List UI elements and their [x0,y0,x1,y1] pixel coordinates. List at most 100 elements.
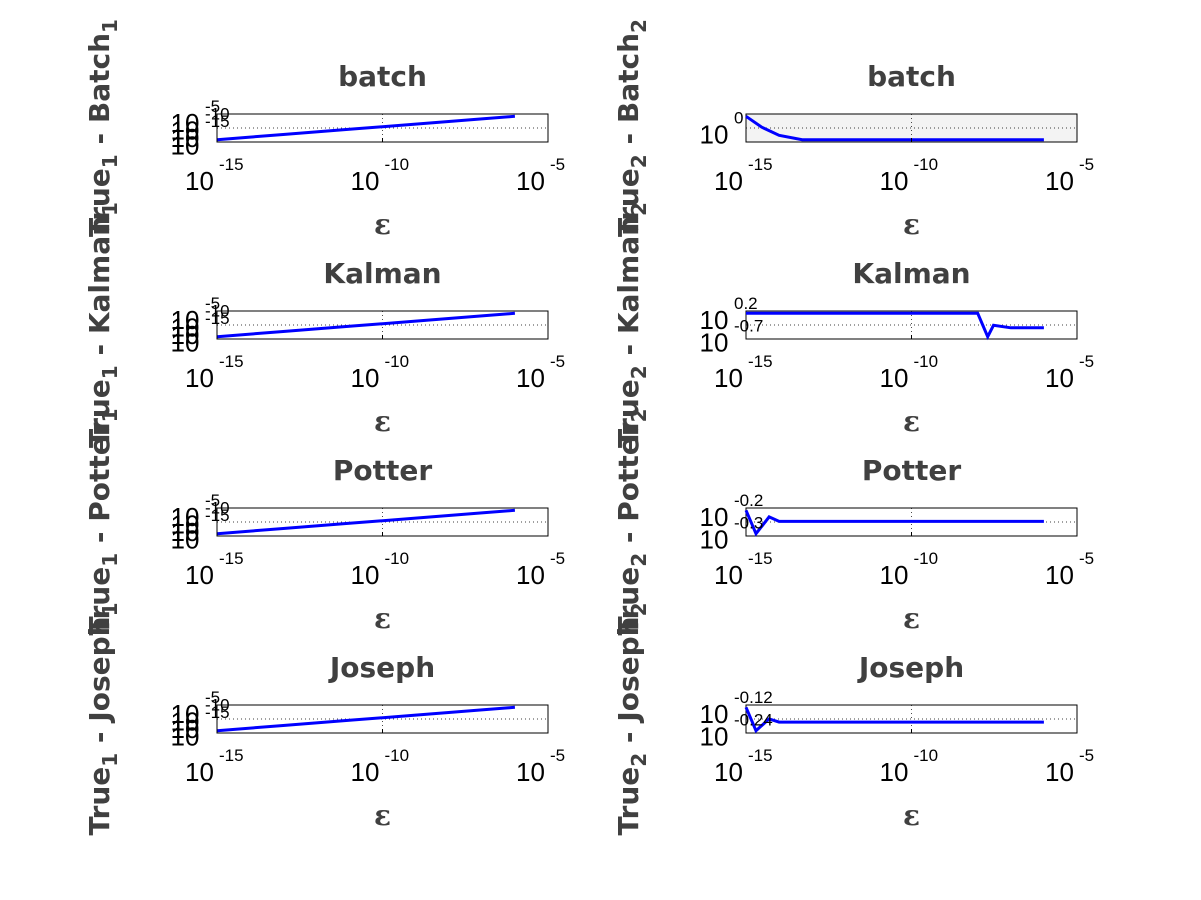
series-line [216,508,516,536]
x-tick-label: 10 [516,166,545,196]
y-axis-label: True2 - Potter2 [612,408,651,635]
subplot-7: 10 -15 10 -10 10 -5 10 -5 10 -10 10 -15 10 Joseph ε Tru… [83,602,565,835]
x-tick-exponent: -15 [748,352,773,371]
x-axis-label: ε [903,208,920,241]
x-tick-exponent: -5 [550,746,565,765]
x-tick-exponent: -15 [219,549,244,568]
x-axis-label: ε [374,405,391,438]
x-tick-exponent: -15 [219,352,244,371]
x-tick-label: 10 [880,363,909,393]
x-tick-exponent: -5 [550,352,565,371]
x-tick-label: 10 [185,166,214,196]
y-axis-label: True1 - Joseph1 [83,602,122,835]
x-tick-label: 10 [880,560,909,590]
x-tick-label: 10 [516,757,545,787]
subplot-3: 10 -15 10 -10 10 -5 10 -5 10 -10 10 -15 10 Kalman ε Tru… [83,202,565,448]
x-tick-label: 10 [351,363,380,393]
y-tick-exponent: 0.2 [734,294,758,313]
y-tick-label: 10 [171,313,200,343]
x-tick-label: 10 [185,363,214,393]
y-tick-label: 10 [171,722,200,752]
y-tick-label: 10 [171,305,200,335]
y-tick-label: 10 [171,123,200,153]
y-tick-label: 10 [171,108,200,138]
x-tick-exponent: -10 [914,746,939,765]
y-axis-label: True1 - Potter1 [83,408,122,635]
subplot-title: Potter [333,454,433,487]
x-tick-label: 10 [185,560,214,590]
x-tick-exponent: -15 [219,155,244,174]
y-tick-exponent: -15 [205,112,230,131]
y-tick-exponent: 0 [734,108,743,127]
x-axis-label: ε [903,799,920,832]
y-tick-exponent: -5 [205,294,220,313]
y-tick-label: 10 [171,517,200,547]
x-tick-label: 10 [714,363,743,393]
series-line [744,706,1044,734]
subplot-title: batch [338,60,427,93]
x-tick-exponent: -10 [914,352,939,371]
y-tick-label: 10 [171,707,200,737]
y-tick-exponent: -15 [205,309,230,328]
y-tick-label: 10 [171,116,200,146]
y-tick-exponent: -10 [205,105,230,124]
x-tick-label: 10 [714,166,743,196]
x-tick-exponent: -10 [385,352,410,371]
y-tick-label: 10 [700,722,729,752]
x-tick-exponent: -5 [1079,352,1094,371]
x-tick-exponent: -15 [748,155,773,174]
subplot-8: 10 -15 10 -10 10 -5 10 -0.12 10 -0.24 Joseph ε True2… [612,602,1094,835]
x-tick-label: 10 [1045,560,1074,590]
x-tick-label: 10 [880,757,909,787]
y-tick-exponent: -0.12 [734,688,773,707]
y-tick-label: 10 [171,320,200,350]
y-axis-label: True1 - Batch1 [83,19,122,237]
y-axis-label: True2 - Batch2 [612,19,651,237]
x-tick-label: 10 [880,166,909,196]
subplot-title: Joseph [857,651,964,684]
subplot-4: 10 -15 10 -10 10 -5 10 0.2 10 -0.7 Kalman ε True2 - … [612,202,1094,448]
y-axis-label: True2 - Kalman2 [612,202,651,448]
subplot-6: 10 -15 10 -10 10 -5 10 -0.2 10 -0.3 Potter ε True2 -… [612,408,1094,635]
series-line [746,311,1044,341]
x-tick-label: 10 [714,560,743,590]
y-tick-exponent: -0.24 [734,711,773,730]
x-tick-label: 10 [185,757,214,787]
x-tick-exponent: -10 [385,155,410,174]
y-tick-exponent: -0.7 [734,317,763,336]
x-axis-label: ε [903,405,920,438]
subplot-title: Potter [862,454,962,487]
x-tick-exponent: -5 [550,155,565,174]
x-tick-exponent: -15 [748,746,773,765]
y-tick-exponent: -10 [205,302,230,321]
series-line [216,114,516,142]
y-tick-label: 10 [171,131,200,161]
y-tick-label: 10 [700,119,729,149]
y-tick-label: 10 [700,525,729,555]
y-tick-exponent: -10 [205,499,230,518]
x-tick-exponent: -5 [1079,155,1094,174]
series-line [744,509,1044,537]
subplot-title: Joseph [328,651,435,684]
x-axis-label: ε [374,602,391,635]
x-tick-label: 10 [1045,166,1074,196]
x-axis-label: ε [374,208,391,241]
y-axis-label: True2 - Joseph2 [612,602,651,835]
x-tick-exponent: -5 [550,549,565,568]
y-tick-label: 10 [171,699,200,729]
series-line [216,705,516,733]
y-tick-label: 10 [171,510,200,540]
x-tick-label: 10 [516,560,545,590]
x-tick-exponent: -5 [1079,549,1094,568]
x-tick-exponent: -5 [1079,746,1094,765]
y-axis-label: True1 - Kalman1 [83,202,122,448]
x-tick-exponent: -15 [748,549,773,568]
y-tick-label: 10 [700,328,729,358]
x-axis-label: ε [903,602,920,635]
x-tick-label: 10 [516,363,545,393]
subplot-title: Kalman [852,257,970,290]
series-line [216,311,516,339]
y-tick-exponent: -15 [205,703,230,722]
x-tick-label: 10 [351,166,380,196]
